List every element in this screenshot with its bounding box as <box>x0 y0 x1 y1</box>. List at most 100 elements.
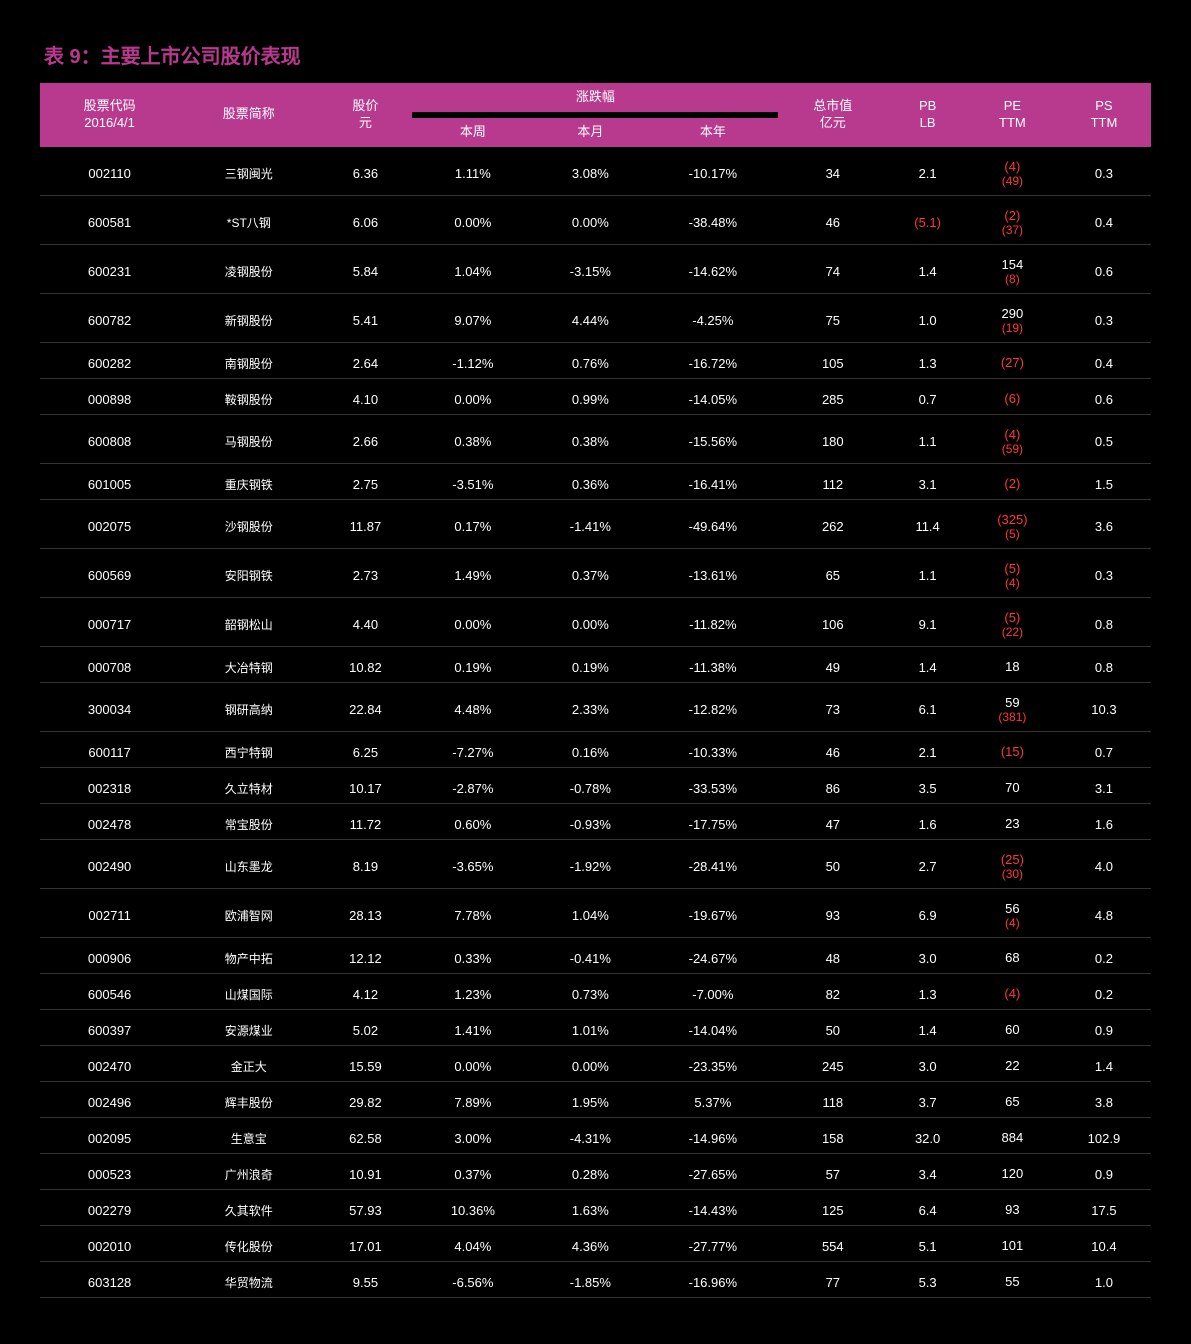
cell-week: 1.41% <box>412 1016 533 1046</box>
cell-pb: 1.4 <box>887 251 968 294</box>
cell-code: 600546 <box>40 980 179 1010</box>
cell-name: 鞍钢股份 <box>179 385 318 415</box>
cell-name: 欧浦智网 <box>179 895 318 938</box>
cell-month: 0.19% <box>533 653 647 683</box>
cell-code: 603128 <box>40 1268 179 1298</box>
cell-mktcap: 245 <box>778 1052 887 1082</box>
table-row: 000523广州浪奇10.910.37%0.28%-27.65%573.4120… <box>40 1160 1151 1190</box>
cell-mktcap: 262 <box>778 506 887 549</box>
table-row: 002010传化股份17.014.04%4.36%-27.77%5545.110… <box>40 1232 1151 1262</box>
cell-mktcap: 75 <box>778 300 887 343</box>
cell-code: 600231 <box>40 251 179 294</box>
cell-month: 3.08% <box>533 153 647 196</box>
cell-month: 0.76% <box>533 349 647 379</box>
cell-name: *ST八钢 <box>179 202 318 245</box>
cell-price: 28.13 <box>318 895 412 938</box>
table-row: 002318久立特材10.17-2.87%-0.78%-33.53%863.57… <box>40 774 1151 804</box>
cell-ps: 1.4 <box>1057 1052 1151 1082</box>
cell-pb: 3.5 <box>887 774 968 804</box>
cell-name: 钢研高纳 <box>179 689 318 732</box>
cell-pe: 884 <box>968 1124 1057 1154</box>
cell-pe: (2) <box>968 470 1057 500</box>
cell-pb: 2.7 <box>887 846 968 889</box>
cell-price: 4.40 <box>318 604 412 647</box>
cell-year: -16.72% <box>647 349 778 379</box>
col-change-month: 本月 <box>533 118 647 147</box>
cell-name: 南钢股份 <box>179 349 318 379</box>
cell-month: -1.41% <box>533 506 647 549</box>
cell-week: 0.17% <box>412 506 533 549</box>
cell-mktcap: 50 <box>778 846 887 889</box>
cell-mktcap: 285 <box>778 385 887 415</box>
table-row: 002279久其软件57.9310.36%1.63%-14.43%1256.49… <box>40 1196 1151 1226</box>
cell-code: 000906 <box>40 944 179 974</box>
table-row: 000708大冶特钢10.820.19%0.19%-11.38%491.4180… <box>40 653 1151 683</box>
col-change-week: 本周 <box>412 118 533 147</box>
cell-mktcap: 46 <box>778 738 887 768</box>
cell-month: 1.63% <box>533 1196 647 1226</box>
cell-pe: 93 <box>968 1196 1057 1226</box>
cell-ps: 0.3 <box>1057 153 1151 196</box>
cell-month: -1.85% <box>533 1268 647 1298</box>
col-change-group: 涨跌幅 <box>412 83 778 112</box>
cell-year: -14.96% <box>647 1124 778 1154</box>
table-row: 000898鞍钢股份4.100.00%0.99%-14.05%2850.7(6)… <box>40 385 1151 415</box>
cell-month: 0.00% <box>533 202 647 245</box>
table-row: 600117西宁特钢6.25-7.27%0.16%-10.33%462.1(15… <box>40 738 1151 768</box>
cell-price: 5.84 <box>318 251 412 294</box>
table-row: 002496辉丰股份29.827.89%1.95%5.37%1183.7653.… <box>40 1088 1151 1118</box>
cell-code: 002279 <box>40 1196 179 1226</box>
cell-year: -16.96% <box>647 1268 778 1298</box>
cell-price: 2.73 <box>318 555 412 598</box>
cell-price: 17.01 <box>318 1232 412 1262</box>
cell-month: -0.41% <box>533 944 647 974</box>
cell-year: -15.56% <box>647 421 778 464</box>
table-row: 603128华贸物流9.55-6.56%-1.85%-16.96%775.355… <box>40 1268 1151 1298</box>
cell-pe: 290(19) <box>968 300 1057 343</box>
cell-week: 0.00% <box>412 1052 533 1082</box>
cell-code: 002470 <box>40 1052 179 1082</box>
cell-week: -3.51% <box>412 470 533 500</box>
cell-month: 0.73% <box>533 980 647 1010</box>
cell-pe: 154(8) <box>968 251 1057 294</box>
cell-pe: 23 <box>968 810 1057 840</box>
cell-ps: 4.0 <box>1057 846 1151 889</box>
cell-code: 600397 <box>40 1016 179 1046</box>
cell-name: 常宝股份 <box>179 810 318 840</box>
cell-pb: 6.4 <box>887 1196 968 1226</box>
cell-mktcap: 93 <box>778 895 887 938</box>
table-row: 600782新钢股份5.419.07%4.44%-4.25%751.0290(1… <box>40 300 1151 343</box>
cell-year: -16.41% <box>647 470 778 500</box>
col-name: 股票简称 <box>179 83 318 147</box>
cell-pe: 65 <box>968 1088 1057 1118</box>
cell-ps: 0.3 <box>1057 555 1151 598</box>
cell-price: 6.36 <box>318 153 412 196</box>
cell-year: -19.67% <box>647 895 778 938</box>
cell-pe: 60 <box>968 1016 1057 1046</box>
cell-pb: 0.7 <box>887 385 968 415</box>
col-price: 股价元 <box>318 83 412 147</box>
cell-pb: 6.9 <box>887 895 968 938</box>
table-row: 600569安阳钢铁2.731.49%0.37%-13.61%651.1(5)(… <box>40 555 1151 598</box>
col-pe: PETTM <box>968 83 1057 147</box>
table-row: 002470金正大15.590.00%0.00%-23.35%2453.0221… <box>40 1052 1151 1082</box>
cell-name: 广州浪奇 <box>179 1160 318 1190</box>
cell-year: -7.00% <box>647 980 778 1010</box>
cell-code: 600581 <box>40 202 179 245</box>
cell-year: -10.17% <box>647 153 778 196</box>
cell-mktcap: 57 <box>778 1160 887 1190</box>
cell-name: 久其软件 <box>179 1196 318 1226</box>
cell-ps: 0.8 <box>1057 653 1151 683</box>
cell-mktcap: 82 <box>778 980 887 1010</box>
cell-pb: 1.4 <box>887 653 968 683</box>
cell-pb: 1.6 <box>887 810 968 840</box>
cell-mktcap: 105 <box>778 349 887 379</box>
table-row: 002075沙钢股份11.870.17%-1.41%-49.64%26211.4… <box>40 506 1151 549</box>
cell-month: 0.36% <box>533 470 647 500</box>
cell-year: -27.77% <box>647 1232 778 1262</box>
cell-week: -2.87% <box>412 774 533 804</box>
col-pb: PBLB <box>887 83 968 147</box>
cell-price: 2.66 <box>318 421 412 464</box>
cell-code: 002010 <box>40 1232 179 1262</box>
cell-pb: 5.3 <box>887 1268 968 1298</box>
